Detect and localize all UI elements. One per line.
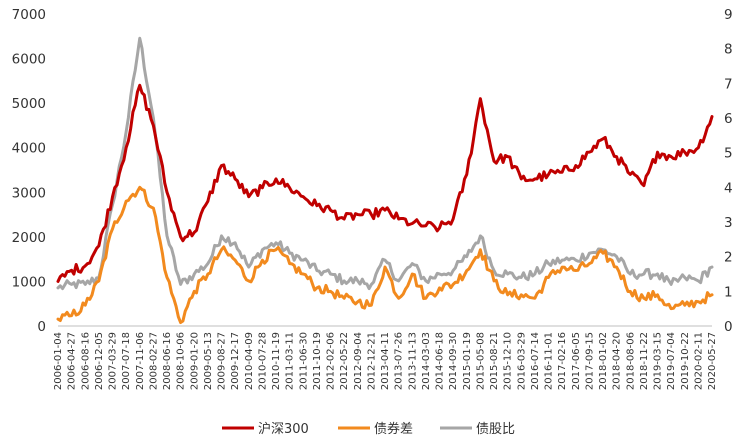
x-tick-label: 2012-02-06 — [326, 332, 337, 390]
x-tick-label: 2014-03-03 — [421, 332, 432, 390]
x-tick-label: 2018-11-22 — [639, 332, 650, 390]
legend-label: 债券差 — [374, 421, 413, 437]
x-tick-label: 2007-03-29 — [108, 332, 119, 390]
right-y-tick-label: 4 — [724, 180, 733, 196]
x-tick-label: 2009-08-27 — [217, 332, 228, 390]
right-y-tick-label: 2 — [724, 250, 733, 266]
right-y-axis-ticks: 0 1 2 3 4 5 6 7 8 9 — [724, 7, 733, 335]
left-y-axis-ticks: 0 1000 2000 3000 4000 5000 6000 7000 — [12, 7, 46, 335]
x-tick-label: 2012-12-21 — [366, 332, 377, 390]
x-tick-label: 2016-03-29 — [516, 332, 527, 390]
left-y-tick-label: 0 — [37, 319, 46, 335]
x-tick-label: 2011-06-30 — [298, 332, 309, 390]
x-tick-label: 2013-07-26 — [394, 332, 405, 390]
series-lines — [56, 36, 714, 325]
x-tick-label: 2009-01-20 — [189, 332, 200, 390]
series-line — [56, 36, 714, 291]
x-tick-label: 2018-04-20 — [612, 332, 623, 390]
right-y-tick-label: 9 — [724, 7, 733, 23]
x-tick-label: 2020-05-27 — [707, 332, 718, 390]
right-y-tick-label: 0 — [724, 319, 733, 335]
x-tick-label: 2017-06-05 — [571, 332, 582, 390]
x-tick-label: 2012-05-22 — [339, 332, 350, 390]
x-tick-label: 2006-12-05 — [94, 332, 105, 390]
x-tick-label: 2019-10-22 — [680, 332, 691, 390]
right-y-tick-label: 8 — [724, 42, 733, 58]
x-tick-label: 2006-04-27 — [67, 332, 78, 390]
x-axis-ticks: 2006-01-04 2006-04-27 2006-08-16 2006-12-05… — [53, 332, 718, 390]
x-tick-label: 2016-11-01 — [544, 332, 555, 390]
legend-label: 债股比 — [476, 422, 515, 437]
right-y-tick-label: 5 — [724, 146, 733, 162]
x-tick-label: 2008-10-06 — [176, 332, 187, 390]
x-tick-label: 2010-04-09 — [244, 332, 255, 390]
series-line — [56, 83, 714, 283]
x-tick-label: 2011-03-11 — [285, 332, 296, 390]
x-tick-label: 2009-12-17 — [230, 332, 241, 390]
right-y-tick-label: 3 — [724, 215, 733, 231]
legend-label: 沪深300 — [258, 421, 309, 437]
x-tick-label: 2014-09-30 — [448, 332, 459, 390]
x-tick-label: 2013-04-11 — [380, 332, 391, 390]
x-tick-label: 2014-06-18 — [435, 332, 446, 390]
x-tick-label: 2019-07-04 — [666, 332, 677, 390]
x-tick-label: 2015-05-08 — [475, 332, 486, 390]
x-tick-label: 2006-01-04 — [53, 332, 64, 390]
x-tick-label: 2015-12-10 — [503, 332, 514, 390]
left-y-tick-label: 6000 — [12, 52, 46, 68]
x-tick-label: 2013-11-13 — [407, 332, 418, 390]
right-y-tick-label: 7 — [724, 76, 733, 92]
x-tick-label: 2015-08-21 — [489, 332, 500, 390]
left-y-tick-label: 5000 — [12, 96, 46, 112]
x-tick-label: 2010-07-28 — [257, 332, 268, 390]
x-tick-label: 2011-10-19 — [312, 332, 323, 390]
left-y-tick-label: 7000 — [12, 7, 46, 23]
x-tick-label: 2007-11-06 — [135, 332, 146, 390]
x-tick-label: 2017-09-15 — [584, 332, 595, 390]
x-tick-label: 2007-07-18 — [121, 332, 132, 390]
x-tick-label: 2008-06-16 — [162, 332, 173, 390]
x-tick-label: 2010-11-19 — [271, 332, 282, 390]
left-y-tick-label: 4000 — [12, 141, 46, 157]
x-tick-label: 2020-02-11 — [693, 332, 704, 390]
right-y-tick-label: 1 — [724, 284, 733, 300]
series-line — [56, 185, 714, 325]
x-tick-label: 2019-03-15 — [653, 332, 664, 390]
x-tick-label: 2012-09-04 — [353, 332, 364, 390]
left-y-tick-label: 3000 — [12, 185, 46, 201]
left-y-tick-label: 1000 — [12, 274, 46, 290]
x-tick-label: 2016-07-14 — [530, 332, 541, 390]
x-tick-label: 2009-05-13 — [203, 332, 214, 390]
x-tick-label: 2017-02-16 — [557, 332, 568, 390]
x-tick-label: 2008-02-27 — [148, 332, 159, 390]
x-tick-label: 2015-01-19 — [462, 332, 473, 390]
x-tick-label: 2006-08-16 — [80, 332, 91, 390]
legend: 沪深300 债券差 债股比 — [222, 421, 515, 437]
right-y-tick-label: 6 — [724, 111, 733, 127]
x-tick-label: 2018-01-02 — [598, 332, 609, 390]
x-tick-label: 2018-08-06 — [625, 332, 636, 390]
left-y-tick-label: 2000 — [12, 230, 46, 246]
